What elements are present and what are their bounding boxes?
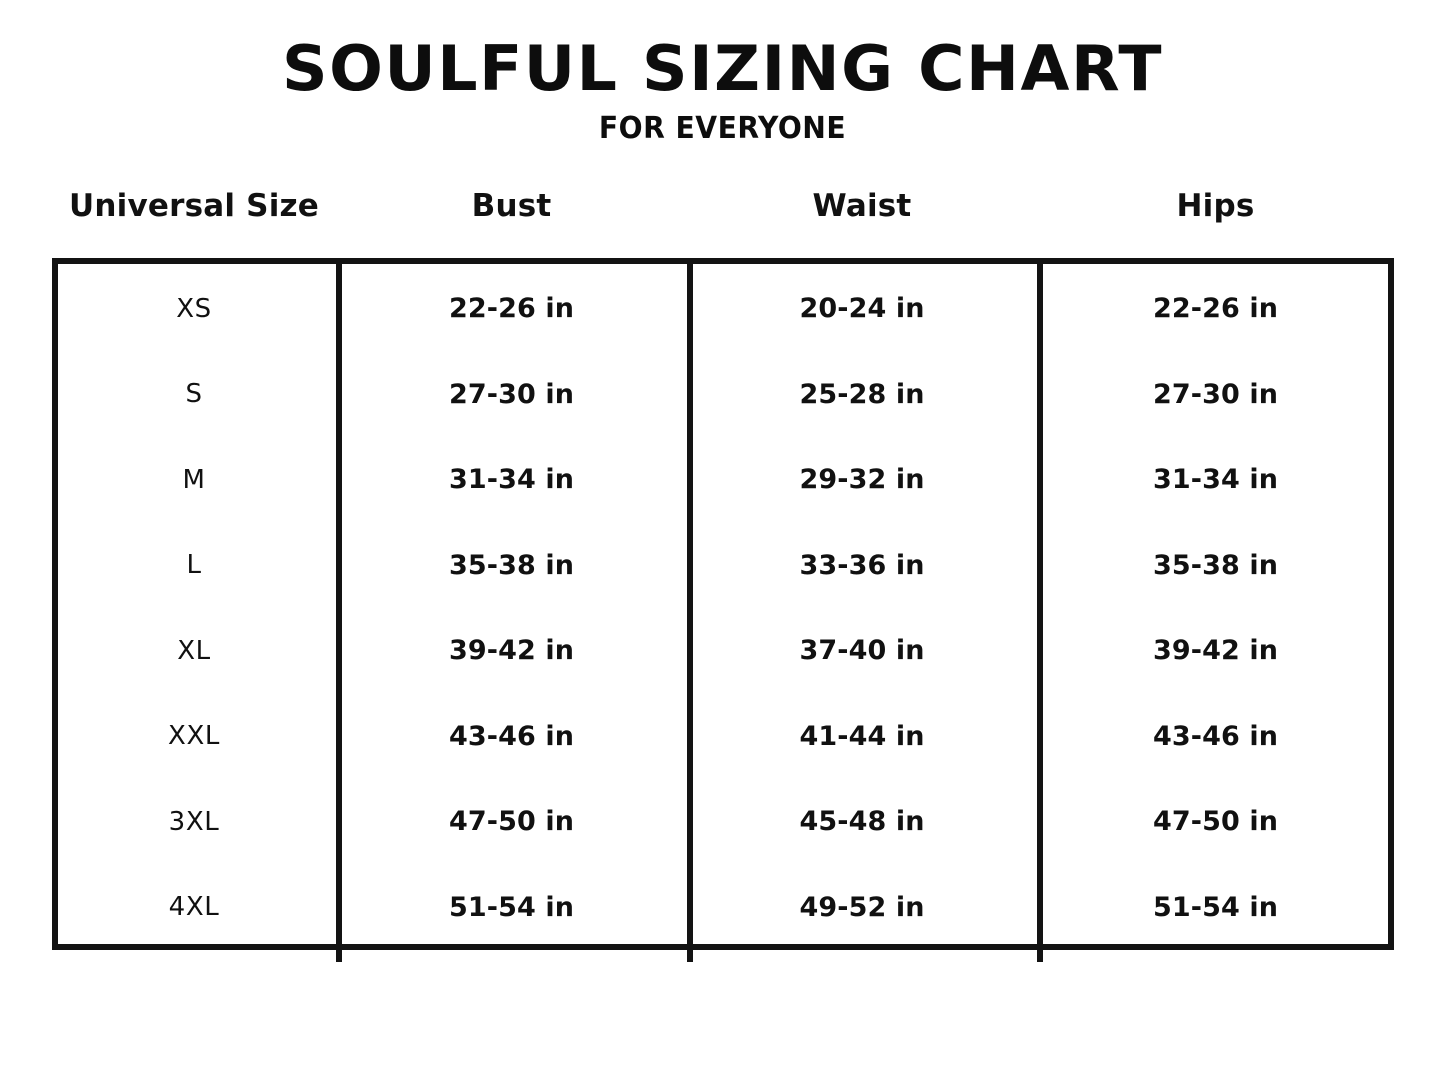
cell-size: XL [177, 635, 211, 666]
cell-waist: 20-24 in [799, 293, 925, 325]
table-row: XXL 43-46 in 41-44 in 43-46 in [52, 694, 1394, 780]
table-row: L 35-38 in 33-36 in 35-38 in [52, 523, 1394, 609]
column-header-hips: Hips [1176, 188, 1255, 224]
cell-hips: 51-54 in [1152, 891, 1279, 923]
column-header-universal-size: Universal Size [69, 188, 319, 224]
cell-bust: 47-50 in [448, 806, 575, 838]
cell-waist: 45-48 in [799, 806, 925, 838]
cell-waist: 49-52 in [799, 891, 925, 923]
cell-bust: 27-30 in [448, 378, 575, 410]
cell-waist: 25-28 in [799, 378, 925, 410]
cell-size: XXL [168, 721, 220, 752]
cell-bust: 22-26 in [448, 293, 575, 325]
cell-bust: 35-38 in [448, 549, 575, 581]
cell-hips: 35-38 in [1152, 549, 1279, 581]
cell-size: 4XL [168, 892, 220, 923]
column-divider-2 [687, 258, 693, 962]
page-subtitle: FOR EVERYONE [598, 111, 847, 147]
cell-bust: 39-42 in [448, 635, 575, 667]
cell-size: XS [176, 293, 212, 324]
table-row: XL 39-42 in 37-40 in 39-42 in [52, 608, 1394, 694]
cell-bust: 51-54 in [448, 891, 575, 923]
cell-size: S [185, 379, 203, 410]
cell-size: M [182, 464, 206, 495]
sizing-table-frame [52, 258, 1394, 962]
cell-waist: 29-32 in [799, 464, 925, 496]
column-header-bust: Bust [471, 188, 552, 224]
cell-hips: 27-30 in [1152, 378, 1279, 410]
column-divider-3 [1037, 258, 1043, 962]
cell-waist: 41-44 in [799, 720, 925, 752]
table-row: 4XL 51-54 in 49-52 in 51-54 in [52, 865, 1394, 951]
cell-hips: 47-50 in [1152, 806, 1279, 838]
cell-bust: 31-34 in [448, 464, 575, 496]
column-divider-1 [336, 258, 342, 962]
title-block: SOULFUL SIZING CHART FOR EVERYONE [0, 36, 1445, 146]
table-header-row: Universal Size Bust Waist Hips [52, 180, 1394, 232]
cell-hips: 31-34 in [1152, 464, 1279, 496]
table-row: M 31-34 in 29-32 in 31-34 in [52, 437, 1394, 523]
cell-size: L [186, 550, 202, 581]
cell-waist: 33-36 in [799, 549, 925, 581]
cell-waist: 37-40 in [799, 635, 925, 667]
cell-hips: 22-26 in [1152, 293, 1279, 325]
cell-bust: 43-46 in [448, 720, 575, 752]
cell-hips: 43-46 in [1152, 720, 1279, 752]
column-header-waist: Waist [812, 188, 912, 224]
table-row: S 27-30 in 25-28 in 27-30 in [52, 352, 1394, 438]
table-row: 3XL 47-50 in 45-48 in 47-50 in [52, 779, 1394, 865]
table-row: XS 22-26 in 20-24 in 22-26 in [52, 266, 1394, 352]
cell-size: 3XL [168, 806, 220, 837]
cell-hips: 39-42 in [1152, 635, 1279, 667]
sizing-table-body: XS 22-26 in 20-24 in 22-26 in S 27-30 in… [52, 258, 1394, 950]
page-title: SOULFUL SIZING CHART [281, 32, 1163, 105]
